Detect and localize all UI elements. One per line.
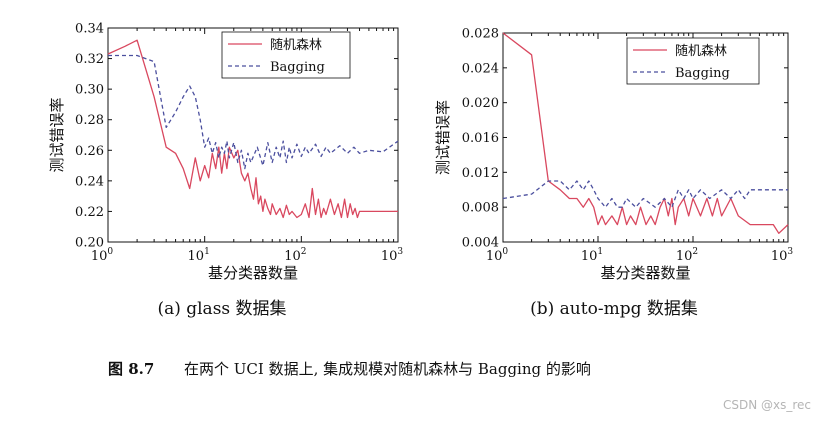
auto-mpg-y-tick-label: 0.024 bbox=[462, 61, 499, 76]
glass-x-tick-label: 100 bbox=[91, 247, 114, 264]
auto-mpg-series-line-bagging bbox=[502, 180, 788, 208]
auto-mpg-x-tick-label: 103 bbox=[771, 247, 794, 264]
auto-mpg-y-tick-label: 0.004 bbox=[462, 236, 499, 251]
figure-caption-text: 在两个 UCI 数据上, 集成规模对随机森林与 Bagging 的影响 bbox=[184, 360, 591, 378]
glass-legend-label: Bagging bbox=[270, 60, 325, 75]
glass-y-tick-label: 0.26 bbox=[75, 144, 104, 159]
auto-mpg-x-tick-label: 101 bbox=[581, 247, 603, 264]
auto-mpg-x-axis-label: 基分类器数量 bbox=[600, 264, 690, 282]
glass-y-tick-label: 0.20 bbox=[75, 236, 104, 251]
glass-y-tick-label: 0.28 bbox=[75, 113, 104, 128]
watermark-text: CSDN @xs_rec bbox=[722, 398, 811, 412]
auto-mpg-y-tick-label: 0.020 bbox=[462, 96, 499, 111]
glass-y-tick-label: 0.34 bbox=[75, 22, 104, 37]
glass-series-line-random-forest bbox=[107, 39, 398, 219]
glass-x-tick-label: 102 bbox=[284, 247, 306, 264]
glass-y-tick-label: 0.24 bbox=[75, 174, 104, 189]
auto-mpg-legend-label: Bagging bbox=[675, 66, 730, 81]
glass-legend-box bbox=[221, 31, 351, 79]
chart-panel-glass: 0.20 0.22 0.24 0.26 0.28 0.30 0.32 0.34 100 101 10… bbox=[48, 22, 403, 320]
glass-x-tick-label: 103 bbox=[381, 247, 404, 264]
auto-mpg-legend-box bbox=[626, 37, 760, 85]
auto-mpg-x-tick-label: 100 bbox=[486, 247, 509, 264]
auto-mpg-y-axis-label: 测试错误率 bbox=[434, 100, 452, 175]
auto-mpg-subfigure-caption: (b) auto-mpg 数据集 bbox=[530, 299, 698, 319]
glass-series-line-bagging bbox=[108, 54, 399, 170]
glass-y-tick-label: 0.22 bbox=[75, 205, 104, 220]
glass-x-tick-label: 101 bbox=[188, 247, 210, 264]
glass-y-axis-label: 测试错误率 bbox=[48, 97, 66, 172]
glass-y-tick-label: 0.30 bbox=[75, 83, 104, 98]
auto-mpg-y-tick-label: 0.008 bbox=[462, 201, 499, 216]
auto-mpg-legend-label: 随机森林 bbox=[675, 44, 727, 59]
glass-y-tick-label: 0.32 bbox=[75, 52, 104, 67]
glass-subfigure-caption: (a) glass 数据集 bbox=[157, 299, 286, 319]
glass-legend-label: 随机森林 bbox=[270, 38, 322, 53]
auto-mpg-y-tick-label: 0.016 bbox=[462, 131, 499, 146]
glass-plot-frame bbox=[107, 27, 399, 243]
figure-caption-label: 图 8.7 bbox=[108, 360, 154, 378]
auto-mpg-y-tick-label: 0.012 bbox=[462, 166, 499, 181]
auto-mpg-series-line-random-forest bbox=[502, 32, 789, 234]
auto-mpg-x-tick-label: 102 bbox=[676, 247, 698, 264]
glass-x-axis-label: 基分类器数量 bbox=[208, 264, 298, 282]
chart-panel-auto-mpg: 0.004 0.008 0.012 0.016 0.020 0.024 0.028 100 10… bbox=[434, 27, 793, 320]
auto-mpg-y-tick-label: 0.028 bbox=[462, 27, 499, 42]
